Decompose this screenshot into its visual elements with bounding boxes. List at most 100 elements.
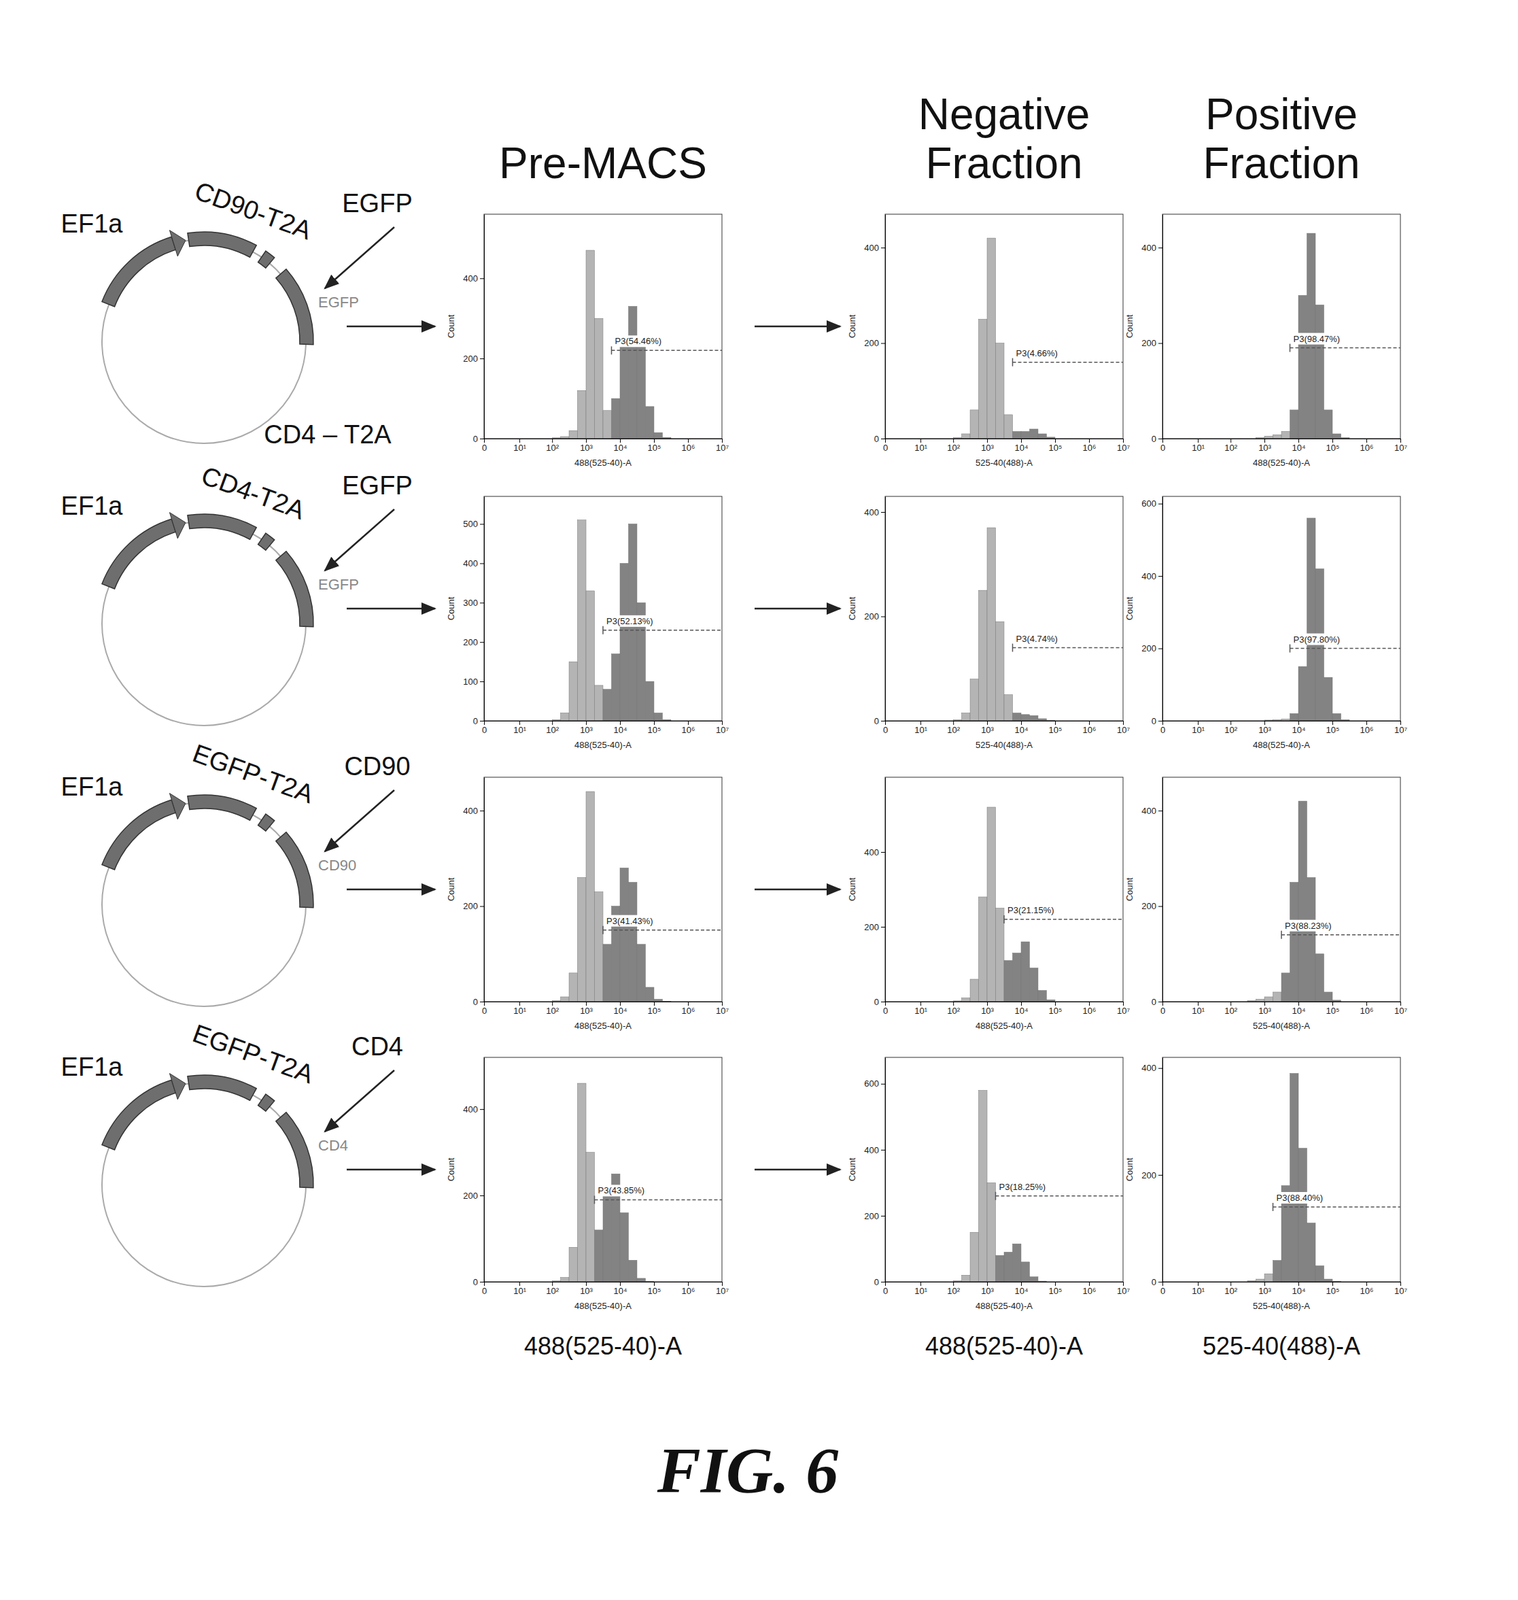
- tick-label: 10⁴: [613, 442, 627, 453]
- x-tick: 0: [883, 1281, 888, 1296]
- histogram-bar: [1256, 1278, 1265, 1282]
- x-axis: 010¹10²10³10⁴10⁵10⁶10⁷: [1160, 1281, 1408, 1296]
- histogram-bar: [577, 520, 586, 721]
- axis-line: [885, 214, 886, 440]
- x-tick: 10⁴: [1014, 720, 1028, 735]
- histogram-bar: [1298, 666, 1307, 721]
- tick-label: 200: [462, 900, 478, 911]
- plot-frame: [885, 777, 1124, 1002]
- tick-label: 500: [462, 518, 478, 529]
- tick-label: 0: [1151, 433, 1157, 444]
- histogram-panel: 010¹10²10³10⁴10⁵10⁶10⁷0200400600Count488…: [847, 1057, 1130, 1311]
- x-tick: 10⁷: [1394, 1001, 1408, 1016]
- tick-mark: [479, 524, 485, 525]
- y-tick: 0: [1151, 715, 1163, 727]
- histogram-bar: [1004, 960, 1013, 1003]
- x-tick: 10⁵: [1048, 1281, 1063, 1296]
- gate: P3(4.74%): [1012, 632, 1124, 652]
- histogram-bar: [978, 590, 988, 721]
- gate-line: [594, 1199, 722, 1201]
- x-tick: 10¹: [1191, 1001, 1205, 1016]
- x-axis-title: 488(525-40)-A: [975, 1020, 1033, 1031]
- tick-mark: [881, 616, 886, 618]
- histogram-bar: [653, 998, 663, 1002]
- tick-mark: [484, 1001, 485, 1006]
- tick-label: 10⁴: [1014, 1285, 1028, 1296]
- x-tick: 0: [481, 438, 487, 453]
- tick-mark: [881, 511, 886, 513]
- bars: [552, 520, 671, 721]
- tick-mark: [1089, 1001, 1090, 1006]
- histogram-bar: [560, 1277, 569, 1282]
- y-axis-title: Count: [445, 1157, 457, 1181]
- y-axis: 0200400: [864, 777, 886, 1007]
- label-background: [605, 615, 655, 627]
- histogram-panel: 010¹10²10³10⁴10⁵10⁶10⁷0200400Count488(52…: [445, 777, 729, 1031]
- tick-mark: [1332, 438, 1334, 443]
- histogram-bar: [1021, 714, 1030, 721]
- marker-segment: [276, 1112, 314, 1188]
- tick-label: 10⁴: [1014, 724, 1028, 735]
- tick-label: 0: [1151, 715, 1157, 727]
- axis-line: [484, 496, 485, 722]
- histogram-bar: [1012, 1243, 1022, 1282]
- tick-mark: [1264, 1001, 1266, 1006]
- bars: [1247, 1073, 1341, 1282]
- histogram-panel: 010¹10²10³10⁴10⁵10⁶10⁷0200400Count525-40…: [1124, 777, 1408, 1031]
- histogram-bar: [1029, 1276, 1039, 1282]
- tick-label: 10³: [579, 1005, 593, 1016]
- promoter-segment: [101, 236, 176, 307]
- tick-label: 10¹: [513, 1005, 527, 1016]
- tick-mark: [653, 438, 655, 443]
- tick-mark: [1089, 438, 1090, 443]
- flow-arrow: [346, 888, 436, 891]
- tick-mark: [881, 1001, 886, 1003]
- tick-mark: [479, 602, 485, 603]
- x-tick: 10⁴: [613, 1281, 627, 1296]
- histogram-bar: [970, 409, 979, 439]
- gate-end: [611, 346, 613, 355]
- tick-mark: [552, 1281, 553, 1286]
- tick-mark: [885, 1001, 886, 1006]
- tick-mark: [1366, 1001, 1368, 1006]
- x-tick: 10⁷: [715, 1281, 729, 1296]
- tick-label: 400: [1141, 1062, 1157, 1073]
- histogram-bar: [602, 1191, 612, 1282]
- histogram-bar: [568, 1246, 578, 1282]
- tick-label: 0: [1160, 1005, 1166, 1016]
- gate-label: P3(97.80%): [1293, 634, 1341, 645]
- y-tick: 200: [864, 921, 886, 933]
- insert-label: EGFP-T2A: [188, 738, 319, 809]
- tick-mark: [479, 438, 485, 440]
- tick-mark: [479, 562, 485, 564]
- plot-frame: [1162, 496, 1401, 721]
- promoter-arrow: [169, 1073, 186, 1100]
- gate-line: [1012, 647, 1124, 649]
- gate-end: [1012, 643, 1014, 652]
- histogram-bar: [577, 876, 586, 1002]
- histogram-bar: [1315, 953, 1324, 1002]
- tick-label: 10⁷: [1394, 1005, 1408, 1016]
- x-tick: 0: [1160, 1001, 1166, 1016]
- tick-mark: [552, 720, 553, 725]
- x-tick: 10⁴: [613, 1001, 627, 1016]
- promoter-segment: [101, 518, 176, 589]
- tick-label: 10¹: [1191, 724, 1205, 735]
- tick-mark: [1264, 1281, 1266, 1286]
- pointer-label: EGFP: [341, 471, 412, 500]
- x-tick: 10⁶: [1082, 438, 1097, 453]
- tick-mark: [1021, 1281, 1022, 1286]
- y-axis: 0200400: [462, 1057, 485, 1287]
- x-axis-title: 525-40(488)-A: [1252, 1020, 1310, 1031]
- histogram-bar: [577, 390, 586, 439]
- y-tick: 400: [1141, 571, 1163, 582]
- tick-label: 10⁶: [681, 1285, 696, 1296]
- x-axis: 010¹10²10³10⁴10⁵10⁶10⁷: [1160, 720, 1408, 735]
- histogram-bar: [970, 1231, 979, 1282]
- y-tick: 200: [864, 337, 886, 349]
- label-background: [1292, 633, 1342, 646]
- gate-label: P3(18.25%): [999, 1181, 1047, 1192]
- x-tick: 10⁵: [1326, 720, 1340, 735]
- tick-label: 10²: [946, 724, 960, 735]
- y-axis: 0200400: [1141, 777, 1163, 1007]
